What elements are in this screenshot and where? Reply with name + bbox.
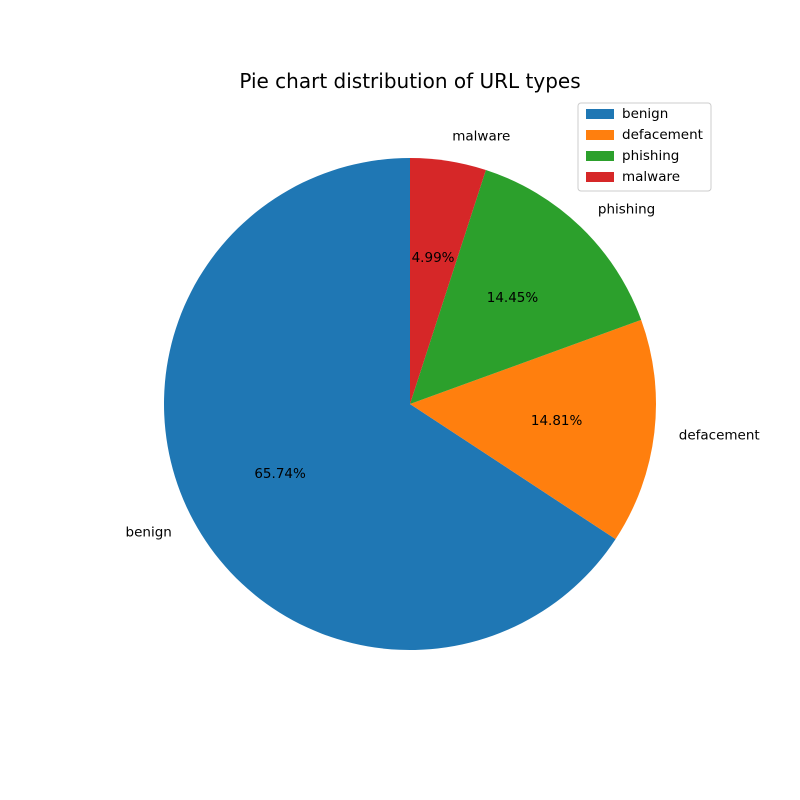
legend-swatch-defacement — [586, 130, 614, 140]
legend-entries: benign defacement phishing malware — [586, 106, 703, 185]
legend-swatch-benign — [586, 109, 614, 119]
slice-label-phishing: phishing — [598, 201, 655, 217]
legend-label-benign: benign — [622, 106, 668, 122]
legend-label-phishing: phishing — [622, 148, 679, 164]
legend-swatch-phishing — [586, 151, 614, 161]
pie-slices — [164, 158, 656, 650]
slice-label-benign: benign — [126, 524, 172, 540]
slice-label-malware: malware — [452, 129, 510, 145]
chart-title: Pie chart distribution of URL types — [239, 69, 580, 93]
pct-label-defacement: 14.81% — [531, 413, 583, 429]
slice-labels: benign defacement phishing malware — [126, 129, 760, 541]
pie-slice-malware — [410, 158, 486, 404]
legend-label-malware: malware — [622, 169, 680, 185]
pct-label-malware: 4.99% — [412, 250, 455, 266]
percentage-labels: 65.74% 14.81% 14.45% 4.99% — [254, 250, 582, 482]
pie-slice-defacement — [410, 319, 656, 540]
pie-slice-phishing — [410, 169, 642, 404]
slice-label-defacement: defacement — [679, 427, 760, 443]
legend-frame — [577, 102, 712, 192]
pie-slice-benign — [164, 158, 616, 650]
legend: benign defacement phishing malware — [577, 102, 712, 192]
legend-label-defacement: defacement — [622, 127, 703, 143]
pct-label-phishing: 14.45% — [487, 290, 539, 306]
legend-swatch-malware — [586, 172, 614, 182]
pct-label-benign: 65.74% — [254, 466, 306, 482]
